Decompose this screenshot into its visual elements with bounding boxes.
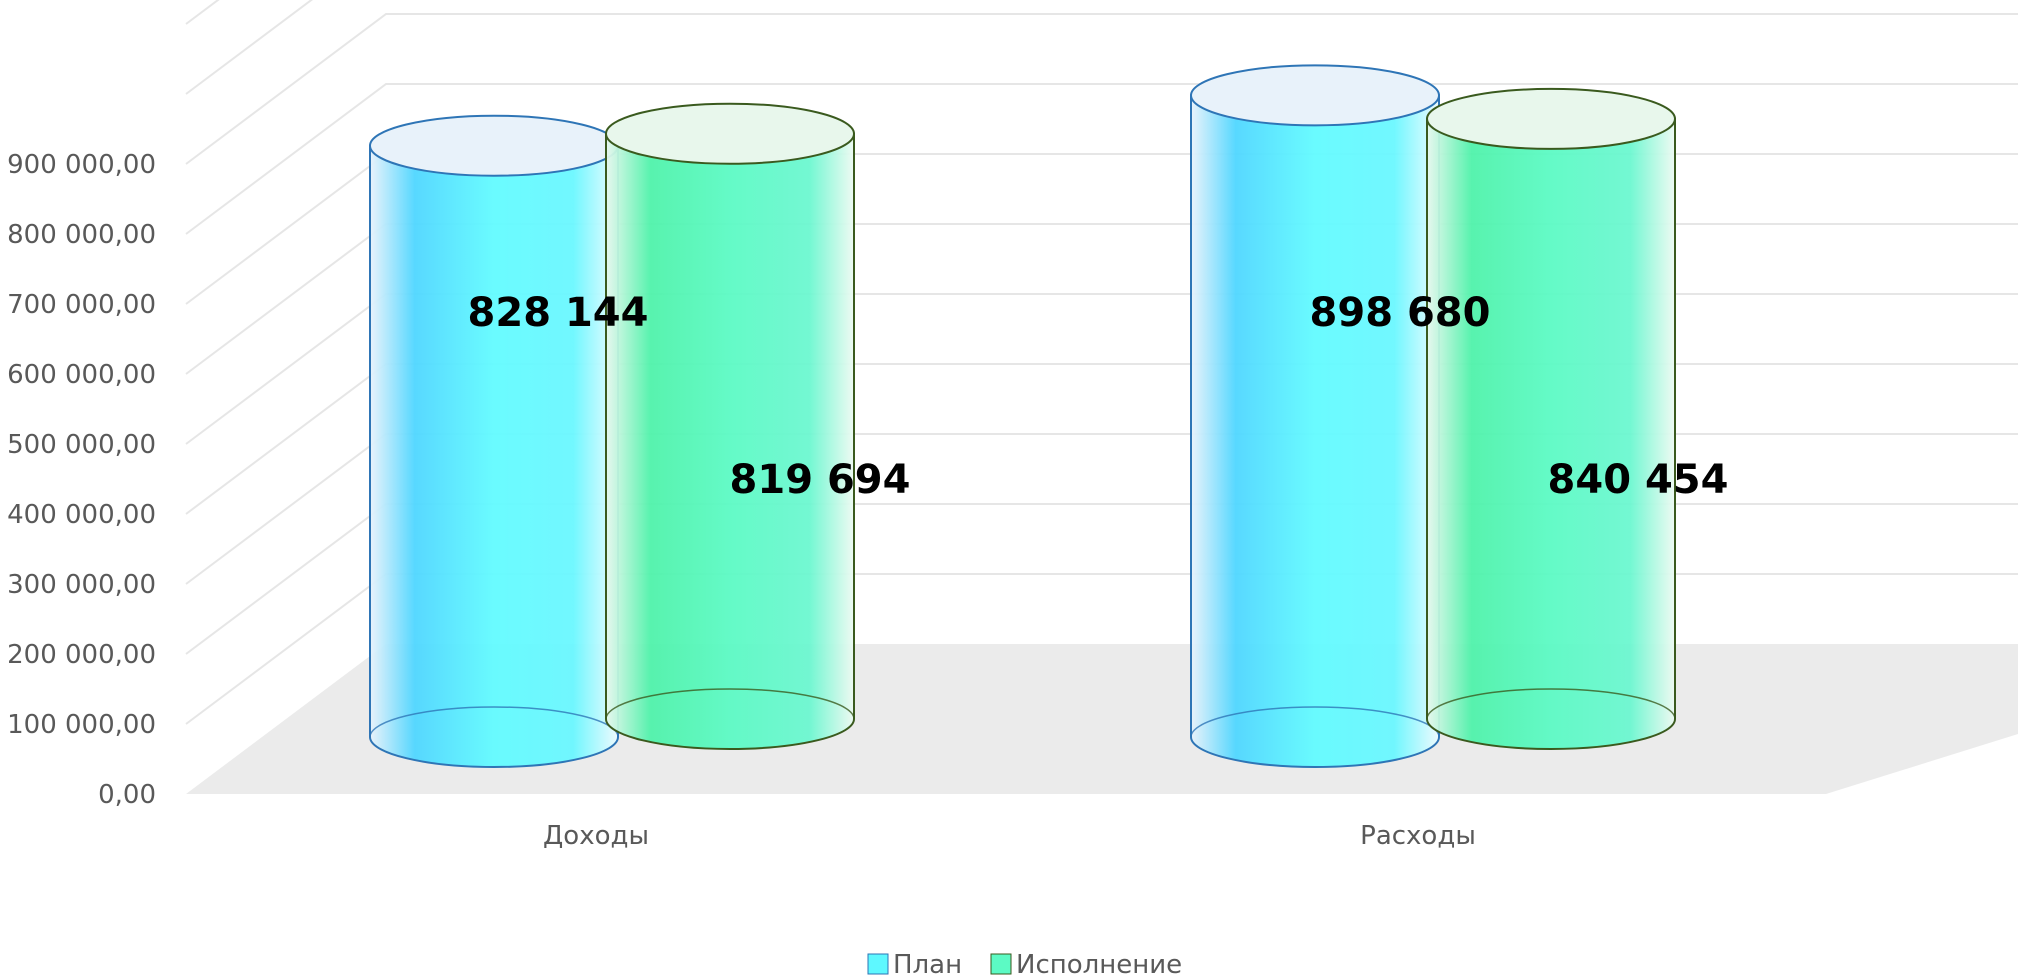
legend-swatch [867, 953, 889, 975]
gridline [185, 83, 2018, 235]
bar-top [1426, 87, 1676, 150]
legend-item: Исполнение [990, 950, 1182, 977]
bar [1190, 64, 1440, 768]
bar-body [1190, 94, 1440, 768]
y-tick-label: 0,00 [98, 780, 156, 810]
bar-top [1190, 64, 1440, 127]
bar [605, 102, 855, 750]
y-tick-label: 300 000,00 [7, 570, 156, 600]
legend: План Исполнение [867, 950, 1182, 977]
data-label: 819 694 [730, 457, 911, 503]
bar-body [369, 144, 619, 768]
bar-base-edge [369, 706, 619, 738]
y-tick-label: 600 000,00 [7, 360, 156, 390]
bar-top [369, 114, 619, 177]
data-labels: 828 144 819 694 898 680 840 454 [468, 290, 1729, 503]
x-axis: Доходы Расходы [543, 821, 1476, 851]
gridline [185, 0, 313, 95]
bars [369, 64, 1676, 768]
bar-body [1426, 117, 1676, 750]
bar-base-edge [1426, 688, 1676, 720]
x-tick-label: Доходы [543, 821, 649, 851]
legend-label: Исполнение [1016, 950, 1182, 977]
bar-body [605, 132, 855, 750]
data-label: 898 680 [1310, 290, 1491, 336]
bar-base-edge [1190, 706, 1440, 738]
y-tick-label: 500 000,00 [7, 430, 156, 460]
bar-base-edge [605, 688, 855, 720]
bar-top [605, 102, 855, 165]
y-tick-label: 700 000,00 [7, 290, 156, 320]
data-label: 840 454 [1548, 457, 1729, 503]
y-tick-label: 900 000,00 [7, 150, 156, 180]
y-tick-label: 200 000,00 [7, 640, 156, 670]
y-tick-label: 100 000,00 [7, 710, 156, 740]
legend-swatch [990, 953, 1012, 975]
legend-item: План [867, 950, 962, 977]
y-axis: 0,00 100 000,00 200 000,00 300 000,00 400 00… [7, 150, 156, 810]
y-tick-label: 800 000,00 [7, 220, 156, 250]
y-tick-label: 400 000,00 [7, 500, 156, 530]
gridline [185, 13, 2018, 165]
x-tick-label: Расходы [1360, 821, 1476, 851]
gridline [185, 0, 220, 25]
bar [1426, 87, 1676, 750]
bar [369, 114, 619, 768]
legend-label: План [893, 950, 962, 977]
data-label: 828 144 [468, 290, 649, 336]
